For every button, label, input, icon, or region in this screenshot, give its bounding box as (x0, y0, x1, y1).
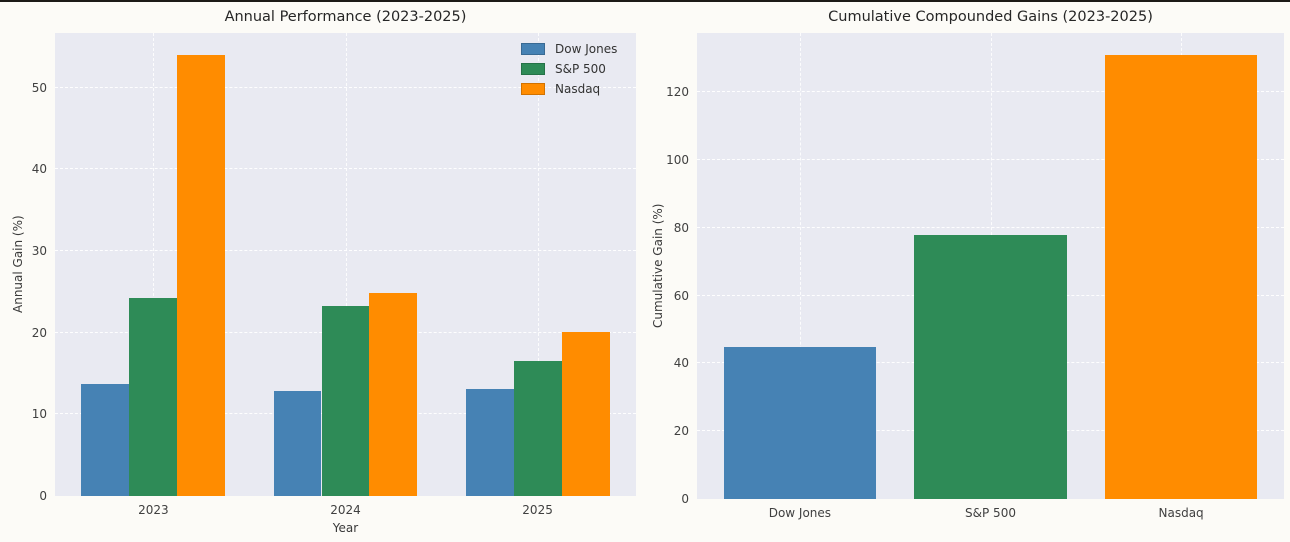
y-tick-label: 80 (673, 220, 689, 235)
bar-nasdaq-2024 (369, 292, 418, 496)
legend-swatch-icon (521, 63, 545, 75)
bar-s-p-500-2025 (513, 361, 562, 496)
bar-nasdaq-2025 (561, 331, 610, 496)
y-tick-label: 40 (31, 162, 47, 177)
legend-swatch-icon (521, 83, 545, 95)
y-tick-label: 120 (666, 85, 689, 100)
legend-item: Dow Jones (521, 39, 617, 59)
bar-nasdaq-2023 (177, 55, 226, 496)
y-tick-label: 0 (681, 492, 689, 506)
y-tick-label: 10 (31, 407, 47, 422)
x-gridline (537, 33, 539, 496)
bar-cumulative-gain-s-p-500 (914, 234, 1067, 499)
y-tick-label: 20 (673, 424, 689, 439)
x-gridline (345, 33, 347, 496)
x-tick-label: 2025 (522, 503, 553, 517)
legend-swatch-icon (521, 43, 545, 55)
annual-performance-plot-area (55, 33, 636, 496)
right-chart-title: Cumulative Compounded Gains (2023-2025) (828, 9, 1153, 25)
y-tick-label: 50 (31, 80, 47, 95)
left-x-axis-label: Year (332, 521, 359, 535)
y-tick-label: 0 (39, 489, 47, 503)
window-top-border (0, 0, 1290, 2)
bar-dow-jones-2024 (273, 390, 322, 496)
x-tick-label: Dow Jones (768, 506, 832, 520)
x-gridline (799, 33, 801, 499)
legend-label: S&P 500 (555, 62, 606, 76)
legend: Dow Jones S&P 500 Nasdaq (521, 39, 617, 99)
bar-s-p-500-2024 (321, 305, 370, 496)
bar-s-p-500-2023 (129, 298, 178, 496)
legend-label: Dow Jones (555, 42, 618, 56)
legend-label: Nasdaq (555, 82, 601, 96)
y-tick-label: 30 (31, 244, 47, 259)
cumulative-gains-plot-area (697, 33, 1284, 499)
y-tick-label: 40 (673, 356, 689, 371)
y-tick-label: 60 (673, 288, 689, 303)
x-tick-label: S&P 500 (965, 506, 1016, 520)
x-tick-label: 2024 (330, 503, 361, 517)
x-tick-label: 2023 (138, 503, 169, 517)
bar-cumulative-gain-dow-jones (723, 346, 877, 499)
left-chart-title: Annual Performance (2023-2025) (224, 9, 467, 25)
y-tick-label: 100 (666, 153, 689, 168)
legend-item: S&P 500 (521, 59, 617, 79)
bar-dow-jones-2025 (465, 389, 514, 496)
x-tick-label: Nasdaq (1158, 506, 1204, 520)
bar-cumulative-gain-nasdaq (1104, 55, 1258, 499)
y-tick-label: 20 (31, 325, 47, 340)
legend-item: Nasdaq (521, 79, 617, 99)
x-gridline (153, 33, 155, 496)
bar-dow-jones-2023 (81, 384, 130, 496)
left-y-axis-label: Annual Gain (%) (11, 215, 25, 314)
